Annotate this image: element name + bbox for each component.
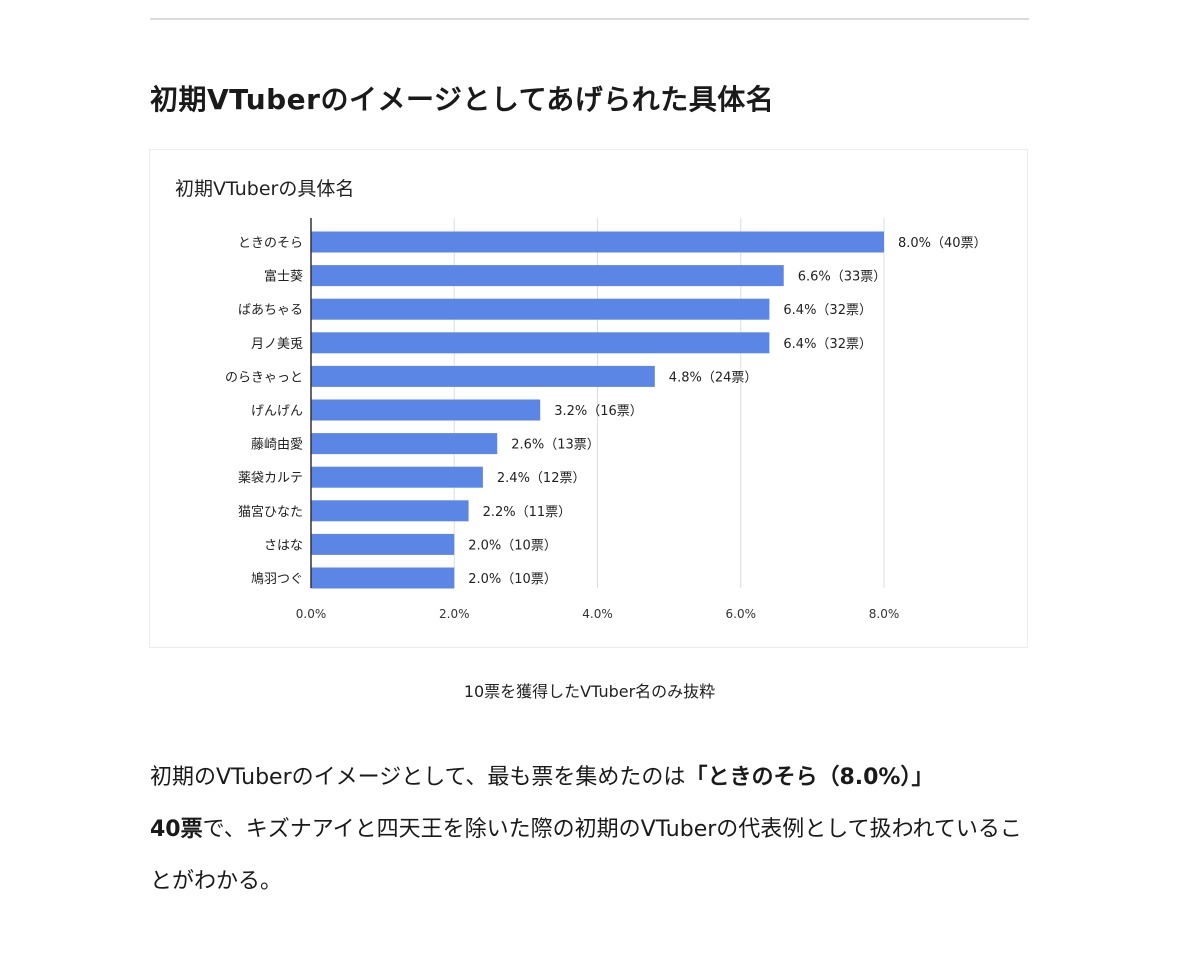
summary-paragraph: 初期のVTuberのイメージとして、最も票を集めたのは「ときのそら（8.0%）」… <box>150 752 1040 908</box>
category-label: 月ノ美兎 <box>251 337 303 352</box>
category-label: のらきゃっと <box>225 370 303 385</box>
data-label: 2.4%（12票） <box>497 471 586 486</box>
x-tick-label: 6.0% <box>726 607 757 621</box>
bar-chart-card: 初期VTuberの具体名 0.0% 2.0% 4.0% 6.0% 8.0% ときのそら 8.0… <box>149 149 1028 648</box>
data-label: 3.2%（16票） <box>554 404 643 419</box>
bar <box>311 433 498 455</box>
data-label: 2.6%（13票） <box>511 438 600 453</box>
category-label: 猫宮ひなた <box>238 504 303 520</box>
bar <box>311 533 455 555</box>
x-tick-label: 8.0% <box>869 607 900 621</box>
category-label: 富士葵 <box>264 269 303 285</box>
data-label: 6.4%（32票） <box>783 303 872 318</box>
x-tick-label: 0.0% <box>296 607 327 621</box>
chart-caption: 10票を獲得したVTuber名のみ抜粋 <box>463 682 716 701</box>
category-label: ときのそら <box>238 236 303 251</box>
bar <box>311 567 455 589</box>
data-label: 2.0%（10票） <box>468 538 557 553</box>
category-label: 藤崎由愛 <box>251 438 303 453</box>
data-label: 2.0%（10票） <box>468 572 557 587</box>
summary-text-start: 初期のVTuberのイメージとして、最も票を集めたのは <box>150 765 686 790</box>
data-label: 6.6%（33票） <box>798 270 887 285</box>
bar <box>311 231 884 253</box>
x-tick-label: 2.0% <box>439 607 470 621</box>
section-heading: 初期VTuberのイメージとしてあげられた具体名 <box>150 83 775 116</box>
bar-chart: 初期VTuberの具体名 0.0% 2.0% 4.0% 6.0% 8.0% ときのそら 8.0… <box>175 178 987 621</box>
summary-text-end: で、キズナアイと四天王を除いた際の初期のVTuberの代表例として扱われているこ… <box>150 817 1022 894</box>
bar <box>311 500 469 522</box>
data-label: 2.2%（11票） <box>483 505 572 520</box>
x-tick-label: 4.0% <box>582 607 613 621</box>
category-label: ばあちゃる <box>238 303 303 318</box>
bar <box>311 265 784 287</box>
category-label: げんげん <box>251 404 303 419</box>
data-label: 6.4%（32票） <box>783 337 872 352</box>
bar <box>311 399 541 421</box>
category-label: さはな <box>264 538 303 553</box>
data-label: 8.0%（40票） <box>898 236 987 251</box>
bar <box>311 466 483 488</box>
category-label: 薬袋カルテ <box>238 471 303 486</box>
data-label: 4.8%（24票） <box>669 370 758 385</box>
bar <box>311 298 770 320</box>
summary-highlight-name: 「ときのそら（8.0%）」 <box>685 765 934 790</box>
bar <box>311 365 655 387</box>
summary-highlight-votes: 40票 <box>150 817 203 842</box>
category-label: 鳩羽つぐ <box>251 572 303 587</box>
top-divider <box>150 18 1029 20</box>
bar <box>311 332 770 354</box>
chart-title: 初期VTuberの具体名 <box>175 178 354 200</box>
